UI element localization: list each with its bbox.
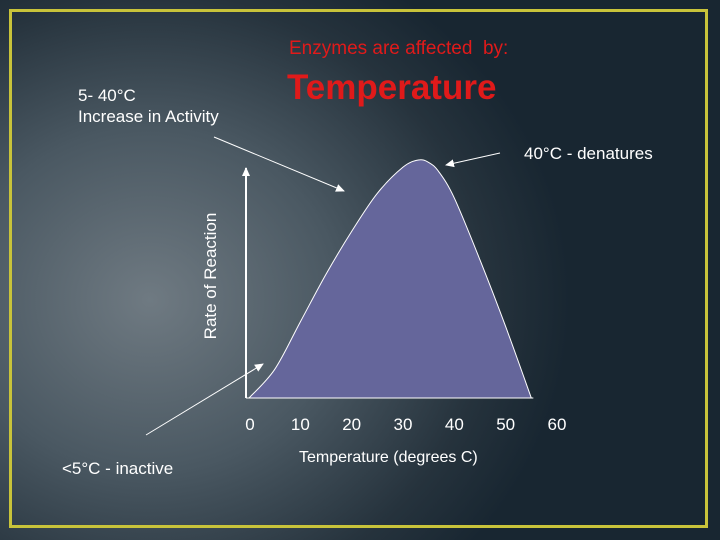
arrow-inactive: [145, 363, 264, 436]
x-tick-label-50: 50: [496, 415, 515, 434]
x-tick-label-10: 10: [291, 415, 310, 434]
slide-frame: [9, 9, 708, 528]
x-tick-label-40: 40: [445, 415, 464, 434]
slide-subtitle: Enzymes are affected by:: [289, 38, 509, 59]
x-tick-label-0: 0: [245, 415, 254, 434]
annotation-denatures: 40°C - denatures: [524, 144, 653, 163]
annotation-inactive: <5°C - inactive: [62, 459, 174, 478]
annotation-increase-activity: Increase in Activity: [78, 107, 219, 126]
x-tick-label-20: 20: [342, 415, 361, 434]
annotation-increase-range: 5- 40°C: [78, 86, 136, 105]
rate-curve-area: [247, 159, 533, 399]
arrow-increase-activity: [213, 136, 345, 192]
arrow-denatures: [445, 152, 501, 168]
x-tick-label-60: 60: [548, 415, 567, 434]
x-tick-label-30: 30: [394, 415, 413, 434]
slide-title: Temperature: [287, 68, 497, 107]
x-axis-label: Temperature (degrees C): [299, 449, 478, 466]
x-tick-labels: 0 10 20 30 40 50 60: [245, 415, 566, 434]
